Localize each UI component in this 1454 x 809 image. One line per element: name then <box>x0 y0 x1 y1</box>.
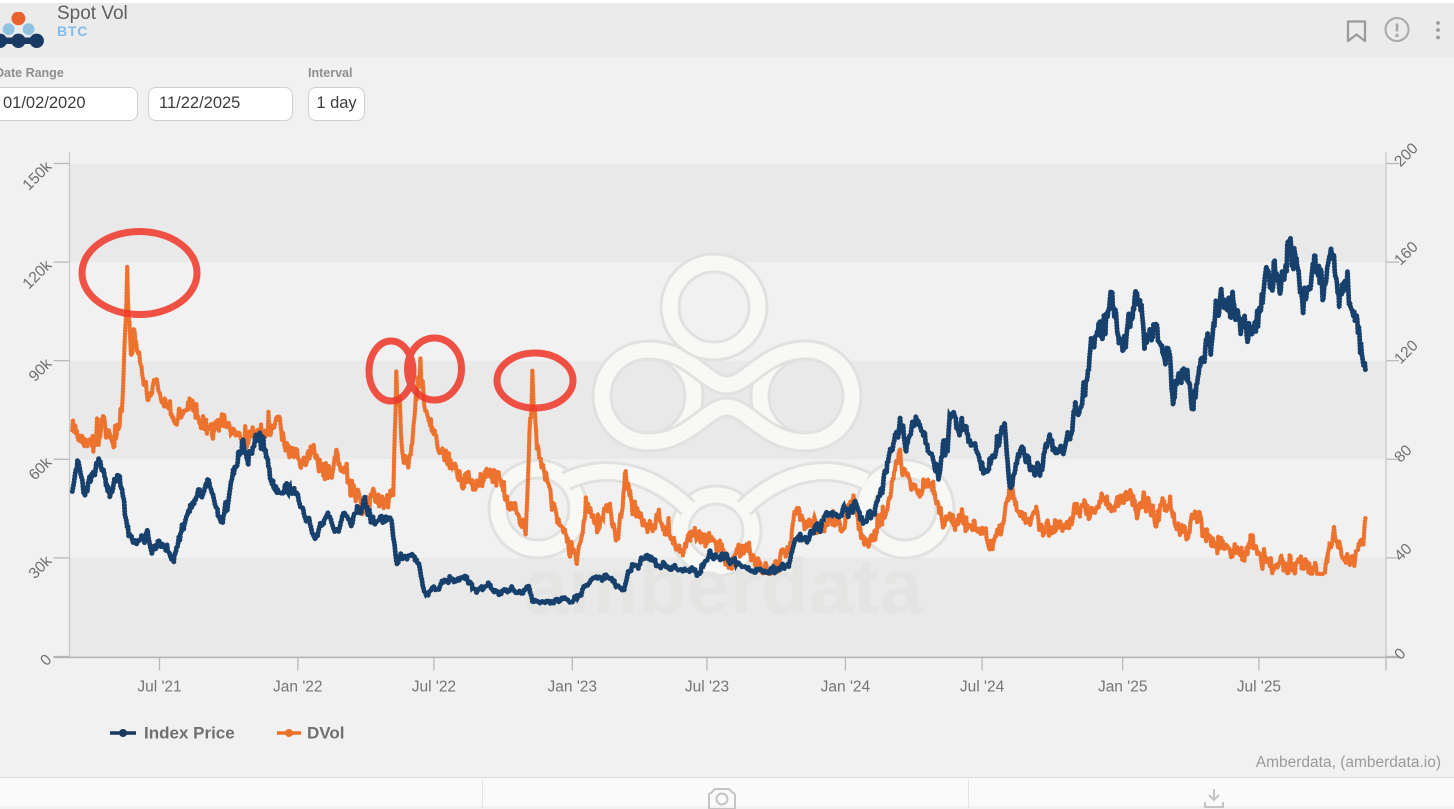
svg-text:60k: 60k <box>26 454 56 484</box>
svg-text:40: 40 <box>1391 540 1415 564</box>
svg-text:Index Price: Index Price <box>144 724 235 743</box>
svg-text:120k: 120k <box>20 257 56 293</box>
svg-text:120: 120 <box>1391 337 1422 368</box>
svg-text:200: 200 <box>1391 140 1422 171</box>
svg-text:Jan '23: Jan '23 <box>548 679 598 696</box>
svg-text:30k: 30k <box>26 553 56 583</box>
svg-text:Jul '24: Jul '24 <box>960 679 1005 696</box>
svg-text:Jul '25: Jul '25 <box>1237 679 1281 696</box>
svg-text:Jan '24: Jan '24 <box>821 679 871 696</box>
svg-text:90k: 90k <box>26 355 56 385</box>
svg-text:Jan '22: Jan '22 <box>273 679 323 696</box>
svg-text:0: 0 <box>1391 645 1409 663</box>
svg-text:Jul '21: Jul '21 <box>137 679 181 696</box>
svg-text:Amberdata, (amberdata.io): Amberdata, (amberdata.io) <box>1256 754 1441 771</box>
svg-text:Jul '23: Jul '23 <box>685 679 729 696</box>
svg-text:DVol: DVol <box>307 724 344 743</box>
svg-text:150k: 150k <box>20 158 56 194</box>
svg-text:Jul '22: Jul '22 <box>412 679 456 696</box>
svg-text:0: 0 <box>37 651 55 669</box>
svg-text:Jan '25: Jan '25 <box>1098 679 1148 696</box>
svg-text:160: 160 <box>1391 238 1422 269</box>
svg-text:80: 80 <box>1391 442 1415 466</box>
